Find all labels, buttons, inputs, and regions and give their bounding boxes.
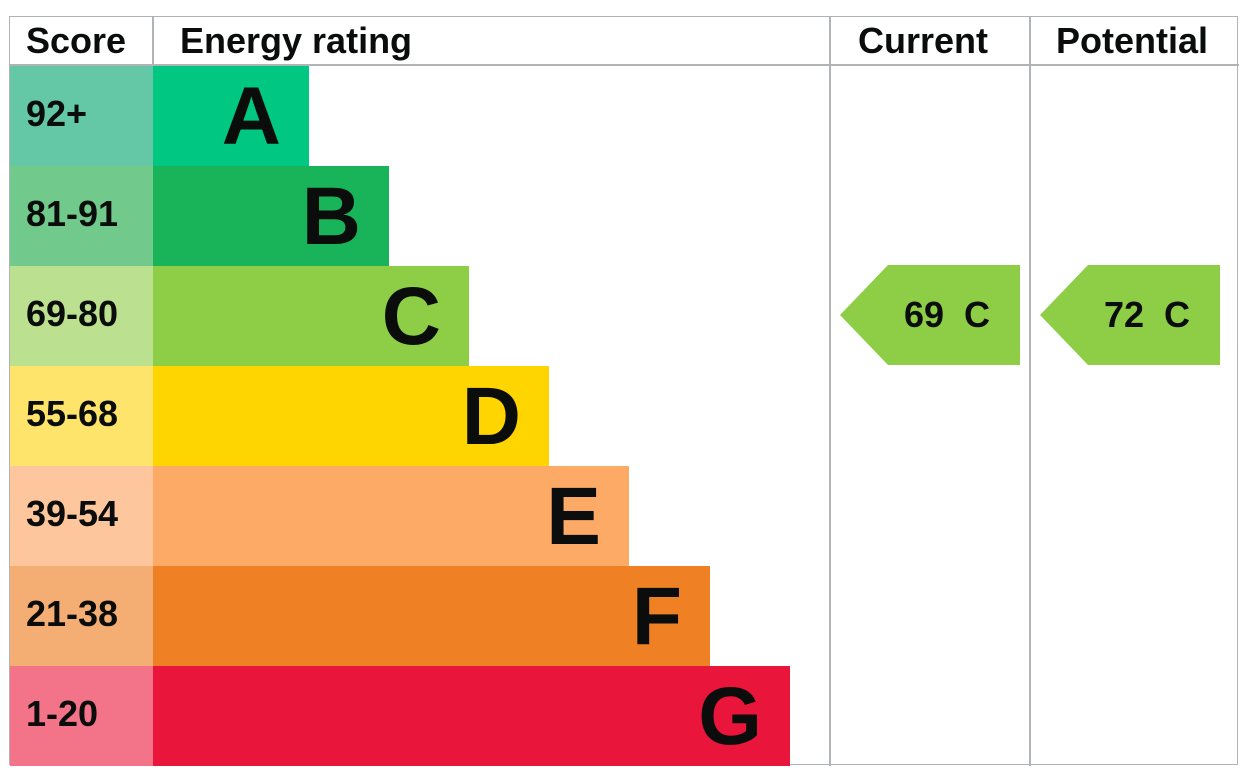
arrow-shape xyxy=(1040,265,1220,365)
score-range-d: 55-68 xyxy=(10,366,153,466)
potential-rating-label: 72 C xyxy=(1103,294,1190,335)
score-range-f: 21-38 xyxy=(10,566,153,666)
score-range-c: 69-80 xyxy=(10,266,153,366)
rating-bar-d: D xyxy=(153,366,549,466)
header-potential: Potential xyxy=(1056,20,1209,61)
rating-bar-e: E xyxy=(153,466,629,566)
divider xyxy=(1029,16,1031,766)
header-divider xyxy=(9,64,1239,66)
header-score: Score xyxy=(26,20,127,61)
rating-bar-b: B xyxy=(153,166,389,266)
score-range-a: 92+ xyxy=(10,66,153,166)
rating-bar-g: G xyxy=(153,666,790,766)
score-range-e: 39-54 xyxy=(10,466,153,566)
divider xyxy=(829,16,831,766)
arrow-shape xyxy=(840,265,1020,365)
header-current: Current xyxy=(858,20,989,61)
current-rating-label: 69 C xyxy=(903,294,990,335)
header-energy-rating: Energy rating xyxy=(180,20,413,61)
rating-bar-a: A xyxy=(153,66,309,166)
potential-rating-arrow: 72 C xyxy=(1040,265,1220,365)
score-range-b: 81-91 xyxy=(10,166,153,266)
rating-bar-c: C xyxy=(153,266,469,366)
rating-bar-f: F xyxy=(153,566,710,666)
score-range-g: 1-20 xyxy=(10,666,153,766)
current-rating-arrow: 69 C xyxy=(840,265,1020,365)
